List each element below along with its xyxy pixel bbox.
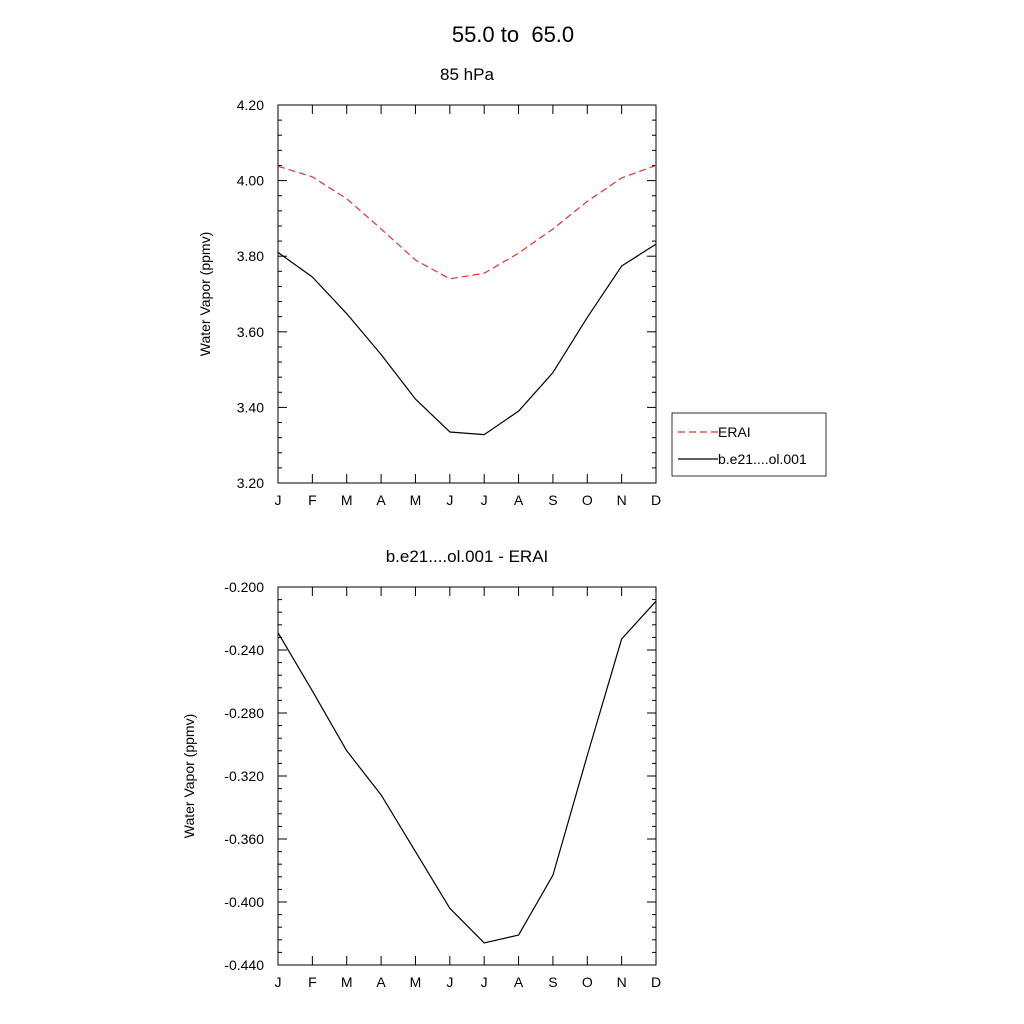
y-tick-label: -0.200 xyxy=(224,579,264,595)
y-axis-label: Water Vapor (ppmv) xyxy=(181,714,197,838)
x-tick-label: D xyxy=(651,974,661,990)
x-tick-label: S xyxy=(548,492,557,508)
y-axis-label: Water Vapor (ppmv) xyxy=(197,232,213,356)
series-line-b-e21-ol-001 xyxy=(277,243,657,436)
x-tick-label: O xyxy=(582,974,593,990)
y-tick-label: 4.20 xyxy=(237,97,264,113)
x-tick-label: A xyxy=(376,492,386,508)
y-tick-labels: -0.440 -0.400 -0.360 -0.320 -0.280 -0.240 -0.2… xyxy=(224,579,264,973)
legend-label-model: b.e21....ol.001 xyxy=(718,451,807,467)
x-tick-label: M xyxy=(341,974,353,990)
y-tick-labels: 3.20 3.40 3.60 3.80 4.00 4.20 xyxy=(237,97,264,491)
x-tick-label: N xyxy=(617,974,627,990)
data-series xyxy=(277,600,657,944)
plot-frame xyxy=(277,104,657,484)
x-tick-label: A xyxy=(376,974,386,990)
tick-marks xyxy=(277,586,657,966)
x-tick-label: F xyxy=(308,974,317,990)
x-tick-label: A xyxy=(514,492,524,508)
x-tick-label: J xyxy=(446,974,453,990)
legend: ERAI b.e21....ol.001 xyxy=(671,412,827,477)
series-line-erai xyxy=(277,164,657,280)
x-tick-label: F xyxy=(308,492,317,508)
x-tick-label: D xyxy=(651,492,661,508)
y-tick-label: -0.400 xyxy=(224,894,264,910)
x-tick-label: O xyxy=(582,492,593,508)
panel-title: 85 hPa xyxy=(440,65,494,84)
y-tick-label: -0.360 xyxy=(224,831,264,847)
data-series xyxy=(277,164,657,436)
plot-frame xyxy=(277,586,657,966)
x-tick-label: M xyxy=(341,492,353,508)
tick-marks xyxy=(277,104,657,484)
x-tick-label: J xyxy=(481,974,488,990)
y-tick-label: -0.320 xyxy=(224,768,264,784)
chart-panel-difference: b.e21....ol.001 - ERAI J F M A M J J A S O N D -0.4… xyxy=(181,547,661,990)
x-tick-label: N xyxy=(617,492,627,508)
x-tick-label: J xyxy=(275,974,282,990)
series-line-series-0 xyxy=(277,600,657,944)
y-tick-label: 3.80 xyxy=(237,248,264,264)
x-tick-label: M xyxy=(410,492,422,508)
y-tick-label: 3.20 xyxy=(237,475,264,491)
chart-panel-absolute: 85 hPa J F M A M J J A S O N D 3.20 3.40 3.60 3.80 4.00… xyxy=(197,65,827,508)
x-tick-label: M xyxy=(410,974,422,990)
y-tick-label: -0.440 xyxy=(224,957,264,973)
y-tick-label: 3.60 xyxy=(237,324,264,340)
x-tick-label: J xyxy=(446,492,453,508)
x-tick-label: S xyxy=(548,974,557,990)
y-tick-label: 3.40 xyxy=(237,399,264,415)
y-tick-label: 4.00 xyxy=(237,173,264,189)
x-tick-label: A xyxy=(514,974,524,990)
legend-label-erai: ERAI xyxy=(718,424,751,440)
panel-title: b.e21....ol.001 - ERAI xyxy=(386,547,549,566)
x-tick-label: J xyxy=(275,492,282,508)
y-tick-label: -0.240 xyxy=(224,642,264,658)
legend-box xyxy=(671,412,827,477)
y-tick-label: -0.280 xyxy=(224,705,264,721)
x-tick-label: J xyxy=(481,492,488,508)
figure-title: 55.0 to 65.0 xyxy=(452,22,574,47)
